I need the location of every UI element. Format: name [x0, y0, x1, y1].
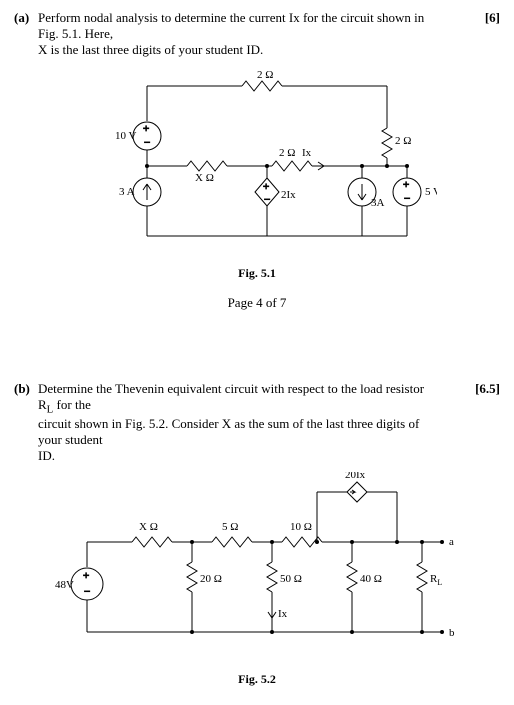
- figure-5-1: 2 Ω + − 10 V X Ω 2 Ω Ix: [14, 66, 500, 311]
- fig51-mid-ix: Ix: [302, 147, 312, 159]
- svg-text:−: −: [84, 586, 90, 598]
- fig52-ix: Ix: [278, 608, 288, 620]
- problem-b-line3: ID.: [38, 448, 55, 463]
- fig51-r-right: 2 Ω: [395, 135, 411, 147]
- svg-text:+: +: [403, 179, 409, 191]
- fig51-vright: 5 V: [425, 186, 437, 198]
- fig51-rx: X Ω: [195, 172, 214, 184]
- svg-text:−: −: [264, 194, 270, 206]
- problem-a-text: Perform nodal analysis to determine the …: [38, 10, 472, 58]
- svg-text:−: −: [404, 193, 410, 205]
- fig51-i-left: 3 A: [119, 186, 135, 198]
- svg-text:RL: RL: [430, 573, 442, 587]
- fig52-r40: 40 Ω: [360, 573, 382, 585]
- fig52-ccvs: 20Ix: [345, 472, 366, 481]
- problem-a-line2: X is the last three digits of your stude…: [38, 42, 263, 57]
- fig52-r50: 50 Ω: [280, 573, 302, 585]
- svg-text:+: +: [143, 123, 149, 135]
- fig52-rx: X Ω: [139, 521, 158, 533]
- fig51-caption: Fig. 5.1: [14, 266, 500, 281]
- fig52-r10: 10 Ω: [290, 521, 312, 533]
- fig51-vsrc-left: 10 V: [115, 130, 137, 142]
- fig51-mid-ix-res: 2 Ω: [279, 147, 295, 159]
- problem-b-label: (b): [14, 381, 38, 464]
- fig52-r5: 5 Ω: [222, 521, 238, 533]
- problem-a-line1: Perform nodal analysis to determine the …: [38, 10, 424, 41]
- problem-b-text: Determine the Thevenin equivalent circui…: [38, 381, 472, 464]
- figure-5-2: 20Ix X Ω 5 Ω 10 Ω a + − 48V: [14, 472, 500, 687]
- circuit-5-2-svg: 20Ix X Ω 5 Ω 10 Ω a + − 48V: [47, 472, 467, 662]
- problem-b-marks: [6.5]: [472, 381, 500, 464]
- fig52-r20: 20 Ω: [200, 573, 222, 585]
- fig51-dep: 2Ix: [281, 189, 296, 201]
- fig52-node-b: b: [449, 627, 455, 639]
- problem-a-label: (a): [14, 10, 38, 58]
- problem-a: (a) Perform nodal analysis to determine …: [14, 10, 500, 58]
- fig52-node-a: a: [449, 536, 454, 548]
- problem-b: (b) Determine the Thevenin equivalent ci…: [14, 381, 500, 464]
- fig51-top-res: 2 Ω: [257, 69, 273, 81]
- fig52-rl-sub: L: [437, 578, 442, 587]
- svg-text:+: +: [83, 570, 89, 582]
- fig51-i-right: 3A: [371, 197, 385, 209]
- svg-text:−: −: [144, 137, 150, 149]
- fig52-caption: Fig. 5.2: [14, 672, 500, 687]
- problem-b-line2: circuit shown in Fig. 5.2. Consider X as…: [38, 416, 419, 447]
- circuit-5-1-svg: 2 Ω + − 10 V X Ω 2 Ω Ix: [77, 66, 437, 256]
- problem-a-marks: [6]: [472, 10, 500, 58]
- svg-text:+: +: [263, 181, 269, 193]
- problem-b-line1b: for the: [53, 397, 91, 412]
- problem-b-line1a: Determine the Thevenin equivalent circui…: [38, 381, 424, 412]
- page-footer: Page 4 of 7: [14, 295, 500, 311]
